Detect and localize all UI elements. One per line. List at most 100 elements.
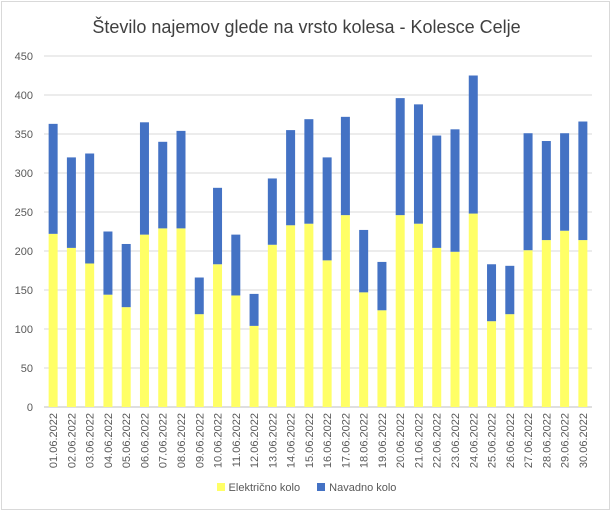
bar-elektricno bbox=[541, 240, 551, 407]
bar-navadno bbox=[176, 130, 186, 229]
y-tick-label: 250 bbox=[15, 207, 33, 219]
x-tick-label: 07.06.2022 bbox=[158, 413, 170, 468]
bar-elektricno bbox=[176, 228, 186, 407]
bar-elektricno bbox=[286, 225, 296, 407]
bar-elektricno bbox=[158, 228, 168, 407]
x-tick-label: 20.06.2022 bbox=[395, 413, 407, 468]
bar-navadno bbox=[450, 129, 460, 252]
bar-elektricno bbox=[194, 314, 204, 407]
bar-navadno bbox=[286, 130, 296, 226]
x-tick-label: 29.06.2022 bbox=[560, 413, 572, 468]
y-axis-ticks: 0 50 100 150 200 250 300 350 400 450 bbox=[15, 51, 33, 414]
legend-swatch-elektricno bbox=[216, 483, 225, 491]
bar-navadno bbox=[340, 116, 350, 216]
bar-navadno bbox=[560, 133, 570, 231]
bar-navadno bbox=[213, 187, 223, 265]
bar-elektricno bbox=[85, 263, 95, 407]
legend-item-navadno: Navadno kolo bbox=[317, 482, 396, 494]
bar-navadno bbox=[505, 265, 515, 315]
bar-navadno bbox=[66, 157, 76, 248]
x-tick-label: 05.06.2022 bbox=[121, 413, 133, 468]
bar-navadno bbox=[158, 141, 168, 229]
bar-navadno bbox=[231, 234, 241, 296]
gridlines bbox=[44, 55, 592, 408]
x-tick-label: 19.06.2022 bbox=[377, 413, 389, 468]
bar-navadno bbox=[541, 141, 551, 241]
bar-navadno bbox=[85, 153, 95, 264]
x-tick-label: 26.06.2022 bbox=[505, 413, 517, 468]
bar-navadno bbox=[121, 243, 131, 308]
bar-navadno bbox=[48, 123, 58, 234]
x-tick-label: 30.06.2022 bbox=[578, 413, 590, 468]
bar-elektricno bbox=[121, 307, 131, 407]
bar-navadno bbox=[432, 135, 442, 248]
x-tick-label: 16.06.2022 bbox=[322, 413, 334, 468]
x-tick-label: 24.06.2022 bbox=[468, 413, 480, 468]
bar-elektricno bbox=[48, 233, 58, 407]
x-tick-label: 08.06.2022 bbox=[176, 413, 188, 468]
chart-title: Število najemov glede na vrsto kolesa - … bbox=[92, 17, 521, 37]
bar-navadno bbox=[578, 121, 588, 241]
bar-elektricno bbox=[377, 310, 387, 407]
bar-elektricno bbox=[432, 247, 442, 407]
bar-navadno bbox=[249, 293, 259, 326]
bar-elektricno bbox=[304, 223, 314, 407]
bar-navadno bbox=[468, 75, 478, 214]
bar-elektricno bbox=[523, 250, 533, 407]
bar-elektricno bbox=[231, 295, 241, 407]
bar-elektricno bbox=[139, 234, 149, 407]
bar-elektricno bbox=[322, 260, 332, 407]
x-tick-label: 03.06.2022 bbox=[85, 413, 97, 468]
y-tick-label: 350 bbox=[15, 129, 33, 141]
bar-elektricno bbox=[213, 264, 223, 407]
bar-navadno bbox=[139, 122, 149, 235]
y-tick-label: 150 bbox=[15, 285, 33, 297]
legend-label-navadno: Navadno kolo bbox=[329, 482, 397, 494]
x-tick-label: 09.06.2022 bbox=[194, 413, 206, 468]
y-tick-label: 100 bbox=[15, 324, 33, 336]
x-tick-label: 04.06.2022 bbox=[103, 413, 115, 468]
y-tick-label: 400 bbox=[15, 90, 33, 102]
bar-navadno bbox=[377, 261, 387, 311]
bar-navadno bbox=[103, 231, 113, 295]
x-tick-label: 23.06.2022 bbox=[450, 413, 462, 468]
bar-elektricno bbox=[505, 314, 515, 407]
x-tick-label: 25.06.2022 bbox=[487, 413, 499, 468]
bar-navadno bbox=[395, 98, 405, 216]
bar-elektricno bbox=[413, 223, 423, 407]
x-tick-label: 22.06.2022 bbox=[432, 413, 444, 468]
x-axis-ticks: 01.06.2022 02.06.2022 03.06.2022 04.06.2022… bbox=[48, 413, 590, 468]
bar-navadno bbox=[413, 104, 423, 224]
x-tick-label: 13.06.2022 bbox=[267, 413, 279, 468]
bar-navadno bbox=[304, 119, 314, 224]
bar-elektricno bbox=[359, 292, 369, 407]
bar-elektricno bbox=[66, 247, 76, 407]
x-tick-label: 12.06.2022 bbox=[249, 413, 261, 468]
bar-navadno bbox=[322, 157, 332, 261]
x-tick-label: 10.06.2022 bbox=[213, 413, 225, 468]
bar-elektricno bbox=[450, 251, 460, 407]
bar-elektricno bbox=[560, 230, 570, 407]
y-tick-label: 300 bbox=[15, 168, 33, 180]
legend-item-elektricno: Električno kolo bbox=[216, 482, 301, 494]
legend-label-elektricno: Električno kolo bbox=[228, 482, 301, 494]
x-tick-label: 02.06.2022 bbox=[66, 413, 78, 468]
x-tick-label: 01.06.2022 bbox=[48, 413, 60, 468]
bar-navadno bbox=[487, 264, 497, 322]
x-tick-label: 27.06.2022 bbox=[523, 413, 535, 468]
x-tick-label: 15.06.2022 bbox=[304, 413, 316, 468]
bar-navadno bbox=[194, 277, 204, 315]
bar-elektricno bbox=[487, 321, 497, 407]
x-tick-label: 17.06.2022 bbox=[340, 413, 352, 468]
y-tick-label: 200 bbox=[15, 246, 33, 258]
bar-elektricno bbox=[468, 213, 478, 407]
y-tick-label: 0 bbox=[27, 402, 33, 414]
legend-swatch-navadno bbox=[317, 483, 326, 491]
bar-elektricno bbox=[395, 215, 405, 407]
bar-navadno bbox=[523, 133, 533, 251]
x-tick-label: 06.06.2022 bbox=[139, 413, 151, 468]
x-tick-label: 11.06.2022 bbox=[231, 413, 243, 467]
y-tick-label: 450 bbox=[15, 51, 33, 63]
x-tick-label: 18.06.2022 bbox=[359, 413, 371, 468]
